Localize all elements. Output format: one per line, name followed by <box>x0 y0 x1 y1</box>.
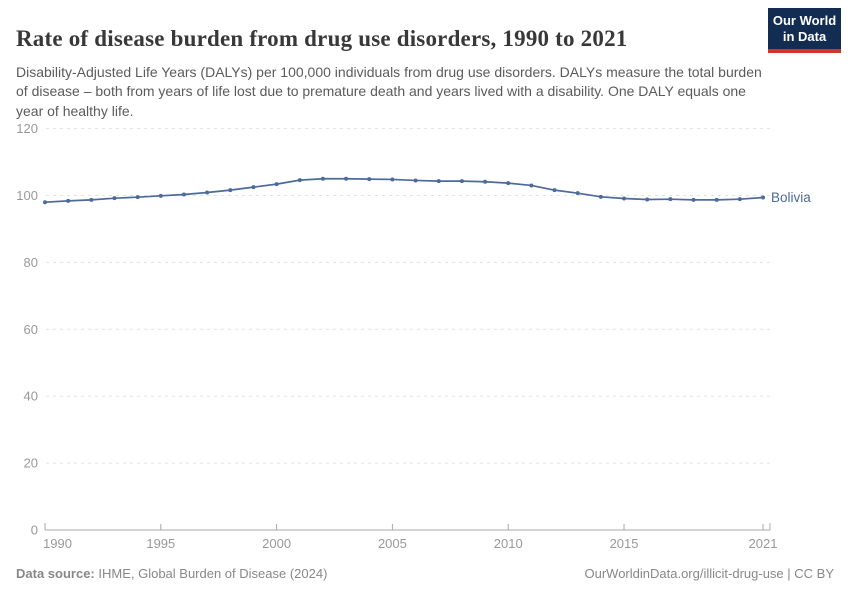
data-point-bolivia-2017[interactable] <box>668 197 673 202</box>
data-point-bolivia-1990[interactable] <box>43 200 47 205</box>
data-point-bolivia-2001[interactable] <box>297 178 302 183</box>
data-point-bolivia-2009[interactable] <box>483 179 488 184</box>
chart-subtitle: Disability-Adjusted Life Years (DALYs) p… <box>16 64 762 119</box>
data-point-bolivia-1999[interactable] <box>251 185 256 190</box>
owid-logo[interactable]: Our World in Data <box>768 8 841 53</box>
data-source-label: Data source: <box>16 566 95 581</box>
data-point-bolivia-1991[interactable] <box>66 198 71 203</box>
data-point-bolivia-1995[interactable] <box>158 193 163 198</box>
attribution-link[interactable]: OurWorldinData.org/illicit-drug-use | CC… <box>584 566 835 581</box>
data-point-bolivia-2021[interactable] <box>761 195 765 200</box>
y-tick-label-20: 20 <box>24 456 38 471</box>
data-point-bolivia-1994[interactable] <box>135 195 140 200</box>
x-tick-label-2005: 2005 <box>378 536 407 551</box>
data-source: Data source: IHME, Global Burden of Dise… <box>16 566 327 581</box>
data-point-bolivia-2016[interactable] <box>645 197 650 202</box>
data-point-bolivia-2014[interactable] <box>598 194 603 199</box>
data-point-bolivia-1998[interactable] <box>228 188 233 193</box>
y-tick-label-0: 0 <box>31 523 38 538</box>
y-tick-label-60: 60 <box>24 322 38 337</box>
series-line-bolivia[interactable] <box>44 177 764 204</box>
owid-logo-line2: in Data <box>782 28 827 44</box>
data-point-bolivia-2000[interactable] <box>274 182 279 187</box>
x-tick-label-1995: 1995 <box>146 536 175 551</box>
data-point-bolivia-1997[interactable] <box>205 190 210 195</box>
data-point-bolivia-2020[interactable] <box>737 197 742 202</box>
y-tick-label-120: 120 <box>16 121 38 136</box>
owid-logo-line1: Our World <box>772 12 837 28</box>
data-point-bolivia-2006[interactable] <box>413 178 418 183</box>
y-tick-label-100: 100 <box>16 188 38 203</box>
y-tick-label-40: 40 <box>24 389 38 404</box>
data-point-bolivia-2008[interactable] <box>459 179 464 184</box>
x-tick-label-2010: 2010 <box>494 536 523 551</box>
chart-footer: Data source: IHME, Global Burden of Dise… <box>16 566 834 581</box>
data-point-bolivia-2005[interactable] <box>390 177 395 182</box>
x-tick-label-1990: 1990 <box>43 536 72 551</box>
data-point-bolivia-2019[interactable] <box>714 197 719 202</box>
x-tick-label-2000: 2000 <box>262 536 291 551</box>
data-point-bolivia-2002[interactable] <box>320 176 325 181</box>
data-point-bolivia-2018[interactable] <box>691 197 696 202</box>
x-tick-label-2021: 2021 <box>749 536 778 551</box>
x-tick-label-2015: 2015 <box>610 536 639 551</box>
page-title: Rate of disease burden from drug use dis… <box>16 26 628 52</box>
data-point-bolivia-1996[interactable] <box>181 192 186 197</box>
data-point-bolivia-1992[interactable] <box>89 197 94 202</box>
data-point-bolivia-2012[interactable] <box>552 188 557 193</box>
data-point-bolivia-1993[interactable] <box>112 196 117 201</box>
data-point-bolivia-2004[interactable] <box>367 177 372 182</box>
data-point-bolivia-2015[interactable] <box>622 196 627 201</box>
data-point-bolivia-2013[interactable] <box>575 191 580 196</box>
data-point-bolivia-2011[interactable] <box>529 183 534 188</box>
series-end-label-bolivia[interactable]: Bolivia <box>771 190 811 205</box>
data-point-bolivia-2003[interactable] <box>344 176 349 181</box>
data-point-bolivia-2007[interactable] <box>436 179 441 184</box>
owid-logo-text: Our World in Data <box>773 13 836 44</box>
line-chart-svg[interactable]: 0 20 40 60 80 100 120 1990 1995 2000 2005 2010 2015 2… <box>0 114 850 564</box>
y-tick-label-80: 80 <box>24 255 38 270</box>
data-point-bolivia-2010[interactable] <box>506 181 511 186</box>
data-source-value: IHME, Global Burden of Disease (2024) <box>94 566 328 581</box>
